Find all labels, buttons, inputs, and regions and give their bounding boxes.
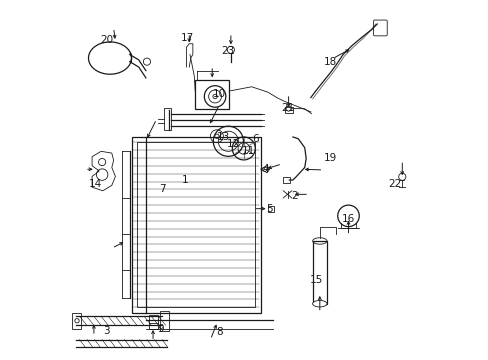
Text: 7: 7 <box>159 184 165 194</box>
Text: 19: 19 <box>323 153 337 163</box>
Text: 20: 20 <box>100 35 113 45</box>
Bar <box>160 311 169 330</box>
Text: 8: 8 <box>216 327 222 337</box>
FancyBboxPatch shape <box>373 20 386 36</box>
Text: 10: 10 <box>212 89 225 99</box>
Text: 5: 5 <box>266 204 272 214</box>
Text: 6: 6 <box>251 134 258 144</box>
Text: 13: 13 <box>216 132 229 142</box>
Text: 17: 17 <box>180 33 193 43</box>
Bar <box>312 241 326 304</box>
Text: 1: 1 <box>182 175 188 185</box>
Text: 14: 14 <box>89 179 102 189</box>
Text: 4: 4 <box>262 164 269 174</box>
Bar <box>195 80 229 109</box>
Bar <box>267 206 274 212</box>
Bar <box>283 177 290 183</box>
Text: 18: 18 <box>323 57 337 67</box>
Text: 16: 16 <box>341 215 354 224</box>
Text: 9: 9 <box>157 324 163 334</box>
Bar <box>148 315 158 329</box>
Text: 11: 11 <box>241 146 254 156</box>
Bar <box>284 107 292 113</box>
Text: 21: 21 <box>280 103 294 113</box>
Text: 2: 2 <box>291 191 297 201</box>
Text: 23: 23 <box>221 46 235 56</box>
Text: 22: 22 <box>387 179 401 189</box>
Text: 15: 15 <box>309 275 322 285</box>
Ellipse shape <box>312 301 326 307</box>
Text: 3: 3 <box>103 325 109 336</box>
Bar <box>72 313 81 329</box>
Text: 12: 12 <box>226 139 239 149</box>
